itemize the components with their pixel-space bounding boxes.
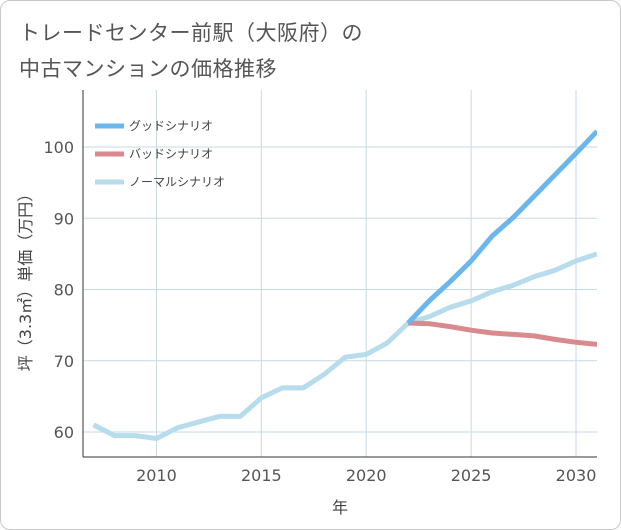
series-lines — [92, 129, 597, 441]
y-tick-label: 90 — [54, 209, 74, 228]
x-tick-label: 2025 — [451, 466, 492, 485]
series-line-0 — [406, 129, 597, 325]
tick-labels: 2010 2015 2020 2025 2030 60 70 80 90 100 — [43, 138, 596, 485]
y-axis-label: 坪（3.3㎡）単価（万円） — [16, 186, 35, 371]
x-tick-label: 2015 — [241, 466, 282, 485]
y-tick-label: 70 — [54, 352, 74, 371]
x-axis-label: 年 — [332, 498, 348, 517]
chart-title-line-2: 中古マンションの価格推移 — [19, 57, 277, 81]
grid-lines — [83, 90, 597, 457]
legend-label-1: バッドシナリオ — [129, 147, 213, 161]
x-tick-label: 2010 — [136, 466, 177, 485]
axes — [82, 90, 597, 458]
legend-label-2: ノーマルシナリオ — [129, 175, 225, 189]
series-line-1 — [408, 320, 597, 347]
legend-label-0: グッドシナリオ — [129, 119, 213, 133]
y-tick-label: 60 — [54, 423, 74, 442]
chart-title-line-1: トレードセンター前駅（大阪府）の — [19, 21, 363, 45]
x-tick-label: 2030 — [556, 466, 597, 485]
x-tick-label: 2020 — [346, 466, 387, 485]
y-tick-label: 100 — [43, 138, 74, 157]
chart-title: トレードセンター前駅（大阪府）の 中古マンションの価格推移 — [19, 15, 439, 87]
y-tick-label: 80 — [54, 281, 74, 300]
series-line-2 — [92, 251, 597, 441]
